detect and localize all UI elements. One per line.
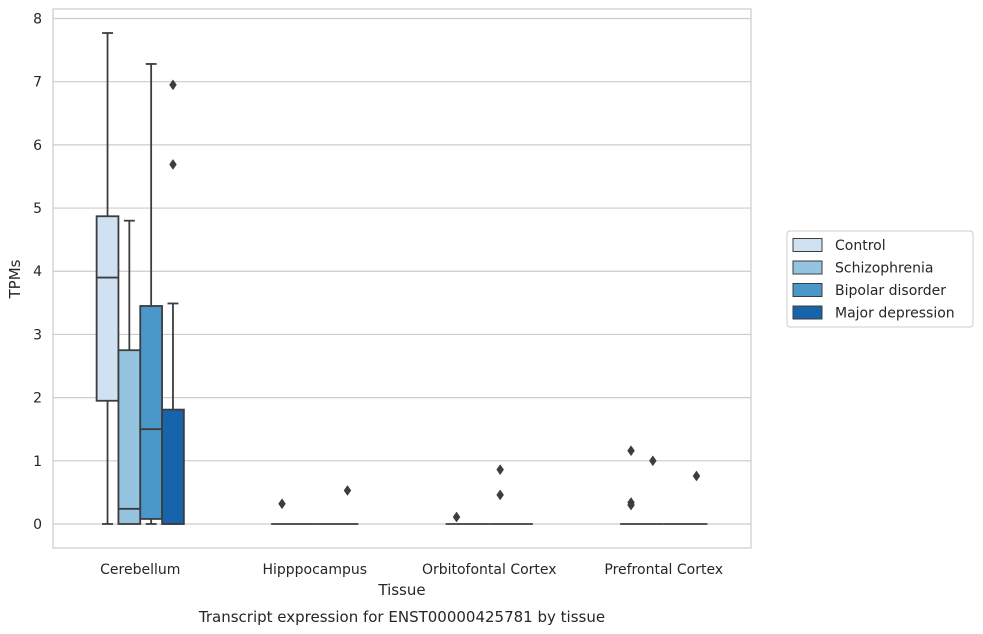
- box-group: [271, 498, 293, 525]
- box-body: [117, 349, 142, 525]
- y-tick-label: 7: [33, 75, 42, 91]
- box-group: [620, 445, 642, 525]
- legend-frame: [786, 230, 974, 328]
- legend-swatch: [792, 305, 823, 320]
- box-group: [685, 470, 708, 525]
- legend-items: Control Schizophrenia Bipolar disorder Majo…: [792, 238, 955, 322]
- x-tick-label: Hipppocampus: [262, 562, 367, 578]
- outlier-point: [496, 464, 504, 476]
- legend-swatch: [792, 238, 823, 252]
- x-axis-label: Tissue: [377, 581, 425, 599]
- legend-item: Major depression: [792, 305, 955, 322]
- outlier-point: [627, 445, 635, 457]
- outlier-point: [692, 470, 701, 482]
- y-tick-label: 5: [33, 201, 42, 217]
- legend-label: Bipolar disorder: [835, 283, 946, 299]
- legend-item: Schizophrenia: [792, 260, 933, 277]
- box-group: [161, 79, 185, 525]
- box-group: [117, 219, 142, 525]
- box-group: [95, 32, 120, 525]
- y-tick-label: 8: [33, 11, 42, 27]
- x-tick-label: Prefrontal Cortex: [604, 562, 723, 578]
- outlier-point: [627, 499, 635, 511]
- y-axis-label: TPMs: [6, 259, 24, 299]
- legend: Control Schizophrenia Bipolar disorder Majo…: [786, 230, 974, 328]
- outlier-point: [343, 485, 352, 496]
- y-tick-label: 3: [33, 327, 42, 343]
- outlier-point: [169, 79, 177, 91]
- box-body: [95, 215, 120, 402]
- chart-caption: Transcript expression for ENST0000042578…: [198, 608, 605, 626]
- box-group: [641, 455, 664, 525]
- legend-label: Major depression: [835, 306, 955, 322]
- outlier-point: [278, 498, 286, 510]
- y-tick-label: 1: [33, 454, 42, 470]
- box-group: [445, 511, 468, 525]
- y-tick-label: 2: [33, 391, 42, 407]
- legend-label: Control: [835, 238, 886, 254]
- legend-item: Control: [792, 238, 886, 254]
- boxes: [95, 32, 708, 525]
- box-group: [336, 485, 359, 525]
- y-tick-label: 4: [33, 264, 42, 280]
- y-tick-label: 0: [33, 517, 42, 533]
- y-tick-labels: 0 1 2 3 4 5 6 7 8: [33, 11, 42, 533]
- legend-item: Bipolar disorder: [792, 283, 946, 299]
- outlier-point: [169, 159, 177, 170]
- legend-label: Schizophrenia: [835, 261, 933, 277]
- outlier-point: [496, 489, 504, 501]
- y-tick-label: 6: [33, 138, 42, 154]
- x-tick-label: Cerebellum: [100, 562, 180, 578]
- box-body: [161, 408, 185, 525]
- x-tick-labels: Cerebellum Hipppocampus Orbitofontal Corte…: [100, 562, 723, 578]
- outlier-point: [452, 511, 461, 523]
- legend-swatch: [792, 283, 823, 297]
- box-body: [139, 305, 163, 520]
- outlier-point: [649, 455, 657, 467]
- box-group: [139, 63, 163, 525]
- legend-swatch: [792, 260, 823, 275]
- x-tick-label: Orbitofontal Cortex: [422, 562, 557, 578]
- box-group: [489, 464, 512, 525]
